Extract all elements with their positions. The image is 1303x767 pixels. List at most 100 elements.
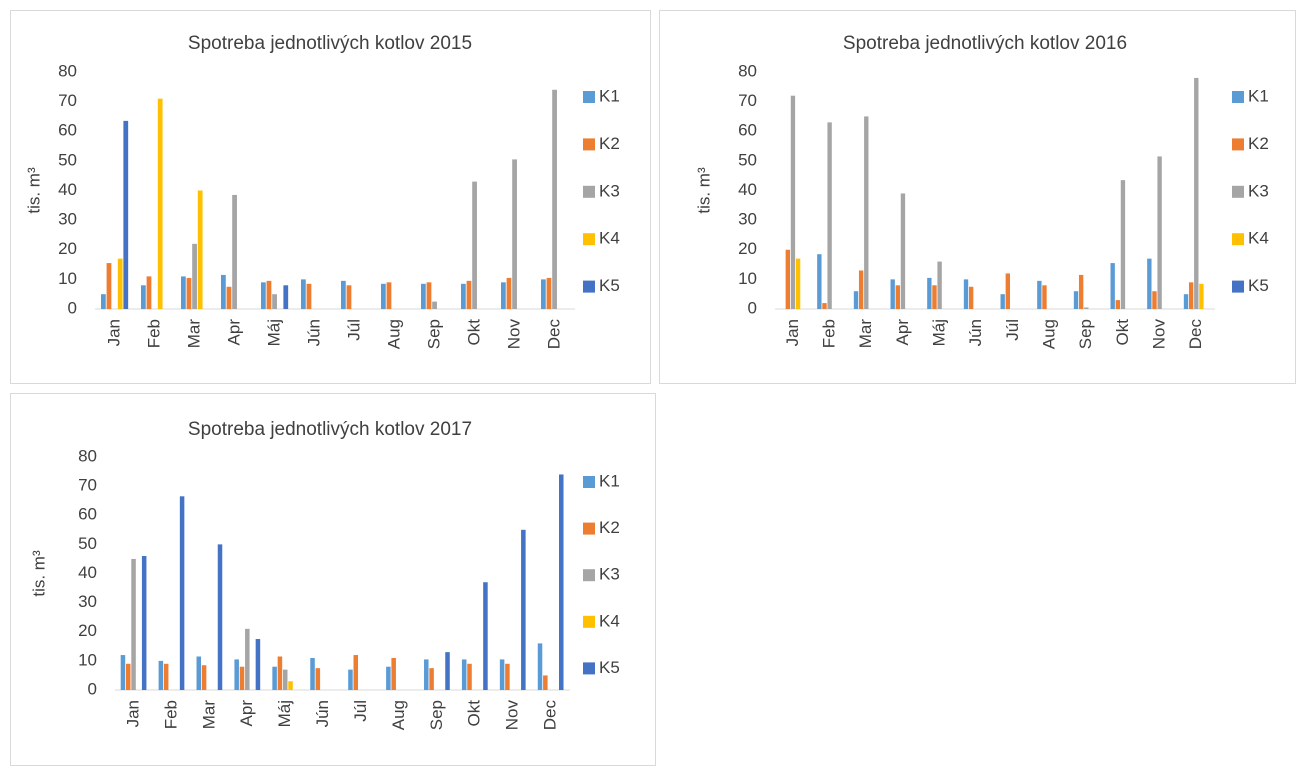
x-tick-label: Jún	[313, 700, 332, 727]
legend-label: K5	[1248, 276, 1269, 295]
legend-swatch	[583, 233, 595, 246]
bar	[467, 663, 472, 690]
x-tick-label: Júl	[344, 319, 363, 341]
legend-swatch	[1232, 280, 1244, 293]
bar	[141, 556, 147, 690]
bar	[117, 258, 123, 309]
bar	[546, 277, 552, 309]
bar	[232, 194, 237, 309]
chart-panel	[10, 10, 651, 384]
legend-label: K1	[1248, 86, 1269, 105]
bar	[461, 283, 466, 309]
bar	[1042, 285, 1047, 309]
bar	[120, 655, 126, 690]
bar	[196, 656, 202, 690]
bar	[900, 193, 906, 309]
y-axis-label: tis. m³	[694, 167, 713, 214]
y-tick-label: 20	[738, 239, 757, 258]
bar	[937, 261, 942, 309]
bar	[1037, 280, 1042, 309]
bar	[521, 529, 526, 690]
bar	[1005, 273, 1010, 309]
bar	[795, 258, 801, 309]
y-tick-label: 50	[58, 150, 77, 169]
chart-panel	[10, 393, 656, 766]
bar	[853, 291, 859, 309]
y-tick-label: 70	[738, 91, 757, 110]
bar	[895, 285, 900, 309]
bar	[288, 681, 293, 690]
x-tick-label: Nov	[504, 319, 523, 350]
legend-label: K3	[599, 181, 620, 200]
bar	[1120, 180, 1126, 309]
bar	[181, 276, 186, 309]
y-tick-label: 30	[58, 210, 77, 229]
bar	[221, 274, 226, 309]
y-tick-label: 20	[58, 239, 77, 258]
bar	[101, 294, 106, 309]
bar	[424, 659, 429, 690]
bar	[146, 276, 152, 309]
bar	[310, 657, 315, 690]
x-tick-label: Apr	[224, 319, 243, 346]
bar	[1147, 258, 1152, 309]
bar	[277, 656, 283, 690]
x-tick-label: Jan	[123, 700, 142, 727]
x-tick-label: Dec	[544, 319, 563, 350]
x-tick-label: Aug	[384, 319, 403, 349]
bar	[1078, 274, 1084, 309]
bar	[1194, 77, 1199, 309]
bar	[163, 663, 169, 690]
bar	[1110, 263, 1115, 309]
y-tick-label: 40	[58, 180, 77, 199]
x-tick-label: Sep	[427, 700, 446, 730]
legend-swatch	[583, 280, 595, 293]
x-tick-label: Máj	[929, 319, 948, 346]
bar	[1183, 294, 1189, 309]
y-axis-label: tis. m³	[24, 167, 43, 214]
y-tick-label: 70	[78, 476, 97, 495]
x-tick-label: Nov	[1149, 319, 1168, 350]
legend-label: K3	[599, 565, 620, 584]
chart-title: Spotreba jednotlivých kotlov 2017	[188, 419, 472, 440]
bar	[541, 279, 546, 309]
x-tick-label: Mar	[199, 700, 218, 730]
x-tick-label: Feb	[161, 700, 180, 729]
legend-swatch	[583, 91, 595, 103]
x-tick-label: Mar	[856, 319, 875, 349]
bar	[301, 279, 306, 309]
x-tick-label: Jún	[304, 319, 323, 346]
bar	[282, 669, 288, 690]
bar	[186, 277, 192, 309]
legend-label: K1	[599, 471, 620, 490]
legend-swatch	[583, 615, 595, 628]
bar	[386, 282, 392, 309]
bar	[192, 243, 197, 309]
y-tick-label: 70	[58, 91, 77, 110]
legend-label: K4	[599, 229, 620, 248]
x-tick-label: Feb	[819, 319, 838, 348]
bar	[245, 628, 250, 690]
legend-swatch	[583, 569, 595, 582]
bar	[283, 285, 289, 309]
bar	[506, 277, 512, 309]
x-tick-label: Dec	[541, 700, 560, 731]
bar	[790, 95, 796, 309]
bar	[1084, 307, 1089, 309]
bar	[348, 669, 353, 690]
bar	[315, 668, 321, 690]
x-tick-label: Okt	[465, 700, 484, 727]
bar	[968, 286, 974, 309]
x-tick-label: Máj	[264, 319, 283, 346]
bar	[537, 643, 543, 690]
bar	[499, 659, 505, 690]
legend-label: K2	[599, 518, 620, 537]
legend-label: K2	[1248, 134, 1269, 153]
bar	[141, 285, 146, 309]
bar	[346, 285, 352, 309]
bar	[306, 283, 312, 309]
y-tick-label: 30	[78, 592, 97, 611]
x-tick-label: Okt	[1113, 319, 1132, 346]
bar	[341, 280, 346, 309]
bar	[157, 98, 163, 309]
